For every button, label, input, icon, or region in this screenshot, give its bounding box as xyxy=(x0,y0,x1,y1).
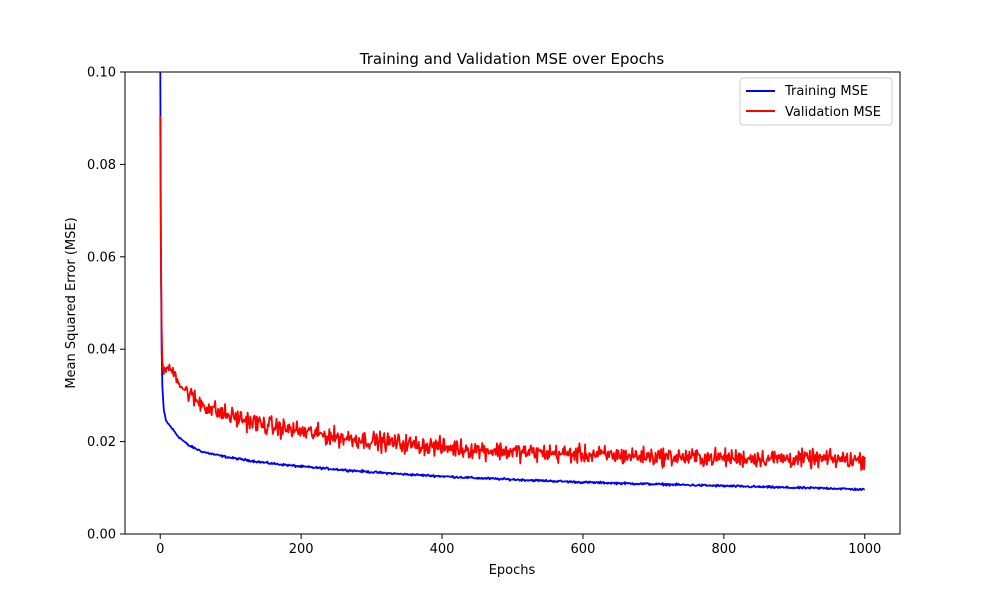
y-tick-label: 0.06 xyxy=(87,250,116,265)
y-tick-label: 0.02 xyxy=(87,435,116,450)
plot-frame xyxy=(124,71,901,535)
y-tick-label: 0.00 xyxy=(87,528,116,543)
x-axis: 0 200 400 600 800 1000 xyxy=(156,534,881,557)
x-tick-label: 1000 xyxy=(848,542,881,557)
legend: Training MSE Validation MSE xyxy=(739,77,893,126)
series-line-training xyxy=(159,72,866,492)
series-line-validation xyxy=(159,116,866,471)
y-axis-label: Mean Squared Error (MSE) xyxy=(64,217,79,388)
chart-title: Training and Validation MSE over Epochs xyxy=(359,50,665,68)
y-tick-label: 0.08 xyxy=(87,158,116,173)
plot-area xyxy=(124,71,901,535)
y-tick-label: 0.04 xyxy=(87,343,116,358)
series-layer xyxy=(159,72,866,492)
y-axis: 0.00 0.02 0.04 0.06 0.08 0.10 xyxy=(87,66,125,543)
x-tick-label: 0 xyxy=(156,542,164,557)
x-tick-label: 200 xyxy=(289,542,314,557)
x-tick-label: 400 xyxy=(430,542,455,557)
legend-box xyxy=(739,77,893,126)
x-tick-label: 800 xyxy=(711,542,736,557)
legend-label-validation: Validation MSE xyxy=(785,105,881,120)
legend-label-training: Training MSE xyxy=(784,84,868,99)
x-axis-label: Epochs xyxy=(489,563,536,578)
y-tick-label: 0.10 xyxy=(87,66,116,81)
x-tick-label: 600 xyxy=(571,542,596,557)
